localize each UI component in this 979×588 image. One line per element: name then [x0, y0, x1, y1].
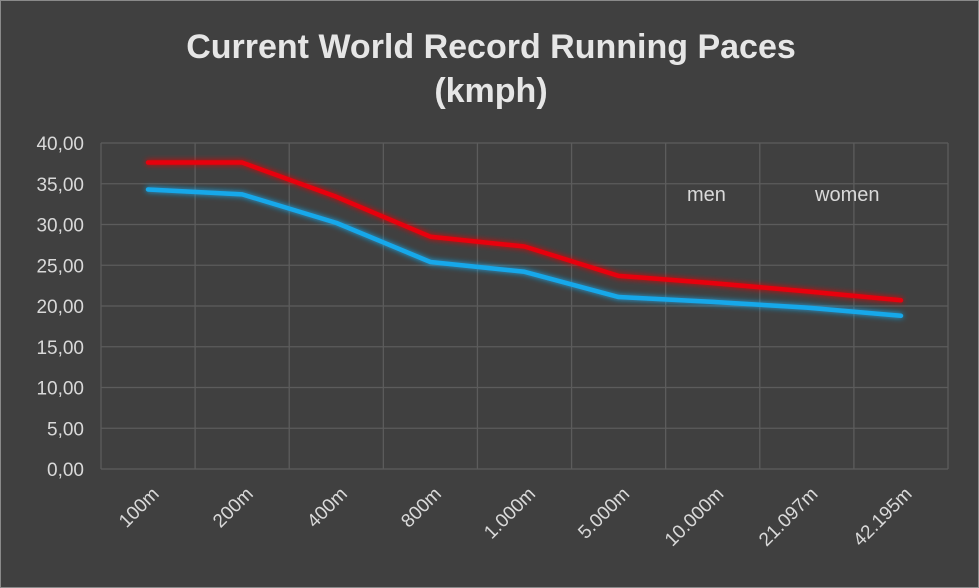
chart-title-line-1: Current World Record Running Paces — [186, 28, 796, 66]
x-tick-label: 400m — [303, 484, 351, 532]
x-tick-label: 21.097m — [755, 484, 822, 551]
x-tick-label: 800m — [397, 484, 445, 532]
y-tick-label: 20,00 — [36, 297, 84, 318]
x-axis-ticks: 100m 200m 400m 800m 1.000m 5.000m 10.000m 21.09… — [115, 484, 916, 551]
y-tick-label: 35,00 — [36, 175, 84, 196]
y-tick-label: 30,00 — [36, 216, 84, 237]
x-tick-label: 42.195m — [849, 484, 916, 551]
legend: men women — [628, 184, 879, 206]
x-tick-label: 200m — [209, 484, 257, 532]
x-tick-label: 10.000m — [661, 484, 728, 551]
y-tick-label: 15,00 — [36, 338, 84, 359]
y-tick-label: 5,00 — [47, 419, 84, 440]
legend-label-men: men — [687, 184, 726, 206]
y-axis-ticks: 0,00 5,00 10,00 15,00 20,00 25,00 30,00 35,00 40… — [36, 134, 84, 481]
y-tick-label: 25,00 — [36, 256, 84, 277]
x-tick-label: 100m — [115, 484, 163, 532]
y-tick-label: 10,00 — [36, 379, 84, 400]
legend-label-women: women — [814, 184, 879, 206]
y-tick-label: 0,00 — [47, 460, 84, 481]
series-line-women — [145, 187, 904, 319]
chart-title-line-2: (kmph) — [434, 72, 547, 110]
x-tick-label: 5.000m — [574, 484, 634, 544]
gridlines — [100, 142, 949, 470]
x-tick-label: 1.000m — [480, 484, 540, 544]
series-lines — [145, 160, 904, 319]
y-tick-label: 40,00 — [36, 134, 84, 155]
